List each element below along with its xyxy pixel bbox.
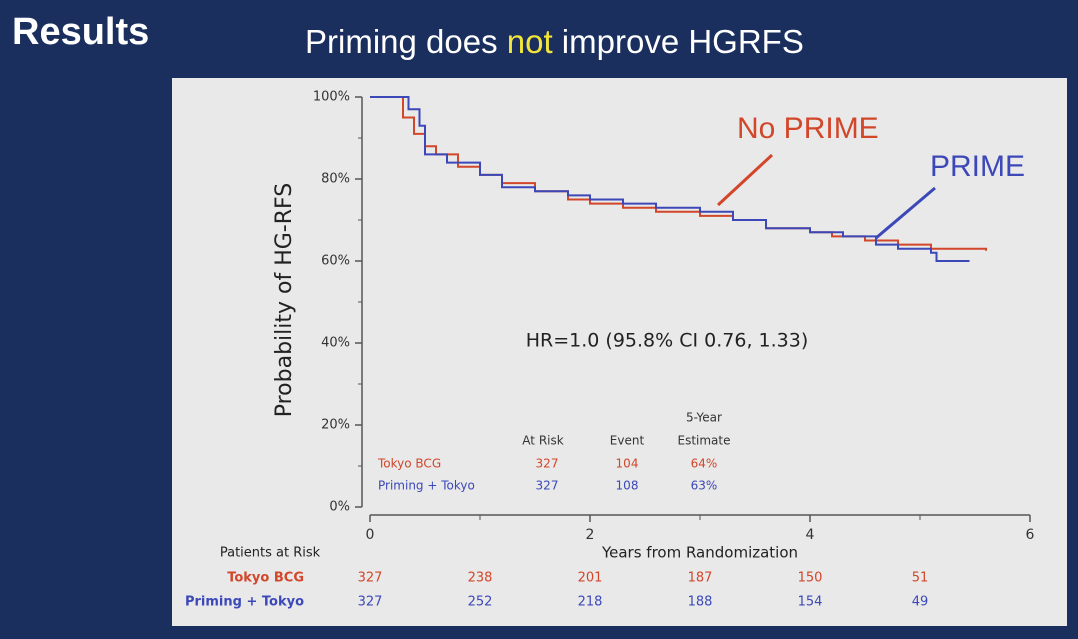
- annotation-pointer: [875, 186, 936, 240]
- table-row-name: Priming + Tokyo: [378, 479, 475, 493]
- risk-table-title: Patients at Risk: [220, 546, 321, 561]
- table-cell: 104: [616, 457, 639, 471]
- table-cell: 63%: [691, 479, 718, 493]
- risk-count: 327: [358, 571, 383, 586]
- hazard-ratio: HR=1.0 (95.8% CI 0.76, 1.33): [526, 330, 809, 352]
- risk-count: 201: [578, 571, 603, 586]
- table-row-name: Tokyo BCG: [377, 457, 441, 471]
- x-tick-label: 0: [366, 527, 375, 543]
- risk-count: 238: [468, 571, 493, 586]
- y-tick-label: 60%: [321, 254, 350, 269]
- table-header: Estimate: [677, 434, 730, 448]
- table-cell: 108: [616, 479, 639, 493]
- chart-panel: [172, 78, 1067, 626]
- risk-count: 252: [468, 595, 493, 610]
- series-label: PRIME: [930, 150, 1025, 183]
- risk-count: 327: [358, 595, 383, 610]
- table-header: At Risk: [522, 434, 563, 448]
- y-axis-label: Probability of HG-RFS: [272, 183, 297, 418]
- x-tick-label: 2: [586, 527, 595, 543]
- subtitle-part: Priming does: [305, 23, 507, 60]
- table-header: 5-Year: [686, 411, 722, 425]
- y-tick-label: 0%: [329, 500, 350, 515]
- y-tick-label: 20%: [321, 418, 350, 433]
- risk-count: 218: [578, 595, 603, 610]
- x-tick-label: 4: [806, 527, 815, 543]
- risk-count: 154: [798, 595, 823, 610]
- annotation-pointer: [716, 153, 774, 207]
- x-tick-label: 6: [1026, 527, 1035, 543]
- survival-curve: [370, 96, 970, 262]
- table-cell: 64%: [691, 457, 718, 471]
- table-cell: 327: [536, 479, 559, 493]
- risk-row-name: Tokyo BCG: [227, 571, 304, 586]
- series-label: No PRIME: [737, 112, 879, 145]
- risk-row-name: Priming + Tokyo: [185, 595, 304, 610]
- y-tick-label: 80%: [321, 172, 350, 187]
- subtitle-part: improve HGRFS: [553, 23, 804, 60]
- table-cell: 327: [536, 457, 559, 471]
- y-tick-label: 40%: [321, 336, 350, 351]
- table-header: Event: [610, 434, 645, 448]
- risk-count: 51: [912, 571, 929, 586]
- risk-count: 150: [798, 571, 823, 586]
- slide-title: Results: [12, 11, 149, 53]
- risk-count: 187: [688, 571, 713, 586]
- slide-subtitle: Priming does not improve HGRFS: [305, 23, 804, 60]
- subtitle-emphasis: not: [507, 23, 553, 60]
- x-axis-label: Years from Randomization: [601, 544, 798, 562]
- risk-count: 188: [688, 595, 713, 610]
- risk-count: 49: [912, 595, 929, 610]
- y-tick-label: 100%: [313, 90, 350, 105]
